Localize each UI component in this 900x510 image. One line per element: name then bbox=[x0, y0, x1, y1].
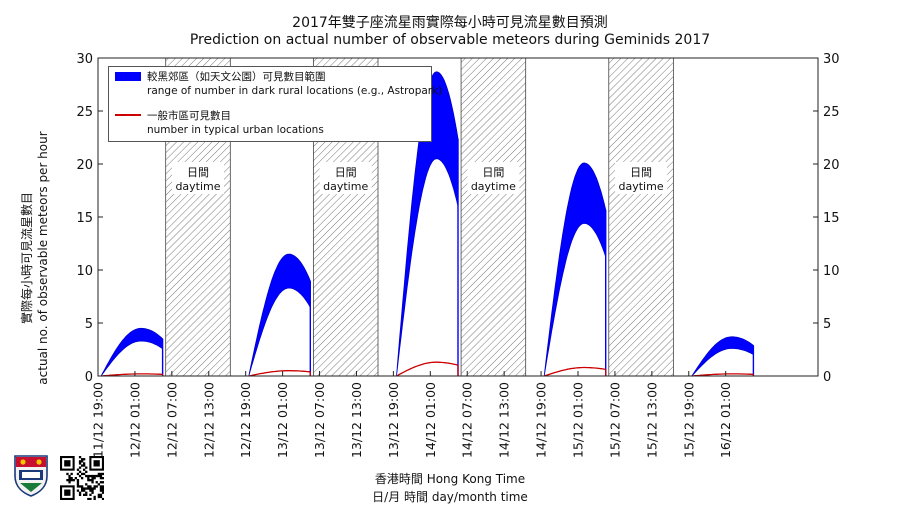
daytime-label-english: daytime bbox=[619, 180, 664, 193]
chart-title-chinese: 2017年雙子座流星雨實際每小時可見流星數目預測 bbox=[292, 15, 608, 31]
y-tick-label-left: 10 bbox=[76, 264, 93, 279]
urban-line-night-4 bbox=[543, 366, 606, 377]
daytime-label-english: daytime bbox=[323, 180, 368, 193]
x-tick-label: 13/12 13:00 bbox=[349, 382, 364, 458]
x-tick-label: 12/12 19:00 bbox=[238, 382, 253, 458]
y-tick-label-left: 20 bbox=[76, 158, 93, 173]
daytime-label-chinese: 日間 bbox=[187, 166, 209, 179]
legend-urban-english: number in typical urban locations bbox=[147, 124, 324, 136]
x-tick-label: 12/12 13:00 bbox=[201, 382, 216, 458]
y-tick-label-right: 25 bbox=[823, 105, 840, 120]
legend-swatch-rural bbox=[115, 72, 141, 81]
x-tick-label: 15/12 07:00 bbox=[607, 382, 622, 458]
daytime-label-box bbox=[319, 162, 372, 194]
legend-swatch-urban bbox=[115, 114, 141, 116]
daytime-label-english: daytime bbox=[175, 180, 220, 193]
x-axis-label-line2: 日/月 時間 day/month time bbox=[372, 490, 528, 504]
y-tick-label-right: 15 bbox=[823, 211, 840, 226]
y-axis-label: 實際每小時可見流星數目 actual no. of observable met… bbox=[19, 58, 51, 458]
x-tick-label: 15/12 01:00 bbox=[571, 382, 586, 458]
x-tick-label: 14/12 07:00 bbox=[460, 382, 475, 458]
x-tick-label: 15/12 19:00 bbox=[681, 382, 696, 458]
axes-ticks: 0 0 5 5 10 10 15 15 20 20 25 25 30 30 11/12 19:00 12/12… bbox=[76, 52, 839, 458]
y-axis-label-chinese: 實際每小時可見流星數目 bbox=[20, 192, 34, 325]
daytime-label-box bbox=[172, 162, 224, 194]
y-tick-label-right: 20 bbox=[823, 158, 840, 173]
urban-line-night-3 bbox=[396, 361, 459, 377]
x-tick-label: 13/12 19:00 bbox=[386, 382, 401, 458]
x-axis-label-line1: 香港時間 Hong Kong Time bbox=[374, 472, 526, 486]
y-tick-label-right: 30 bbox=[823, 52, 840, 67]
y-tick-label-left: 0 bbox=[85, 370, 93, 385]
urban-line-night-5 bbox=[691, 373, 754, 377]
y-tick-label-right: 0 bbox=[823, 370, 831, 385]
y-axis-label-english: actual no. of observable meteors per hou… bbox=[36, 131, 50, 385]
x-tick-label: 14/12 19:00 bbox=[534, 382, 549, 458]
y-tick-label-left: 15 bbox=[76, 211, 93, 226]
x-tick-label: 13/12 01:00 bbox=[275, 382, 290, 458]
x-tick-label: 12/12 07:00 bbox=[164, 382, 179, 458]
daytime-label-english: daytime bbox=[471, 180, 516, 193]
daytime-label-chinese: 日間 bbox=[482, 166, 504, 179]
qr-code-icon bbox=[60, 456, 104, 500]
urban-line-night-2 bbox=[248, 370, 311, 377]
legend-urban-chinese: 一般市區可見數目 bbox=[147, 110, 231, 122]
chart-legend: 較黑郊區（如天文公園）可見數目範圍 range of number in dar… bbox=[108, 66, 442, 142]
chart-title-english: Prediction on actual number of observabl… bbox=[189, 32, 711, 48]
y-tick-label-left: 25 bbox=[76, 105, 93, 120]
daytime-label-box bbox=[615, 162, 668, 194]
y-tick-label-right: 5 bbox=[823, 317, 831, 332]
urban-lines bbox=[101, 361, 755, 377]
rural-range-area-night-4 bbox=[543, 162, 607, 377]
y-tick-label-left: 5 bbox=[85, 317, 93, 332]
x-tick-label: 16/12 01:00 bbox=[718, 382, 733, 458]
rural-range-area-night-2 bbox=[248, 253, 311, 377]
daytime-label-box bbox=[467, 162, 520, 194]
urban-line-night-1 bbox=[101, 373, 163, 377]
daytime-label-chinese: 日間 bbox=[335, 166, 357, 179]
daytime-label-chinese: 日間 bbox=[630, 166, 652, 179]
x-tick-label: 14/12 13:00 bbox=[497, 382, 512, 458]
y-tick-label-left: 30 bbox=[76, 52, 93, 67]
legend-rural-english: range of number in dark rural locations … bbox=[147, 85, 443, 97]
y-tick-label-right: 10 bbox=[823, 264, 840, 279]
daytime-band bbox=[460, 57, 527, 377]
rural-range-areas bbox=[100, 71, 755, 377]
x-tick-label: 15/12 13:00 bbox=[644, 382, 659, 458]
hku-crest-icon bbox=[14, 455, 48, 497]
x-tick-label: 14/12 01:00 bbox=[423, 382, 438, 458]
x-tick-label: 12/12 01:00 bbox=[127, 382, 142, 458]
x-tick-label: 11/12 19:00 bbox=[91, 382, 106, 458]
legend-rural-chinese: 較黑郊區（如天文公園）可見數目範圍 bbox=[147, 71, 326, 83]
rural-range-area-night-5 bbox=[691, 336, 754, 377]
x-tick-label: 13/12 07:00 bbox=[312, 382, 327, 458]
daytime-band bbox=[608, 57, 674, 377]
rural-range-area-night-1 bbox=[100, 327, 164, 377]
